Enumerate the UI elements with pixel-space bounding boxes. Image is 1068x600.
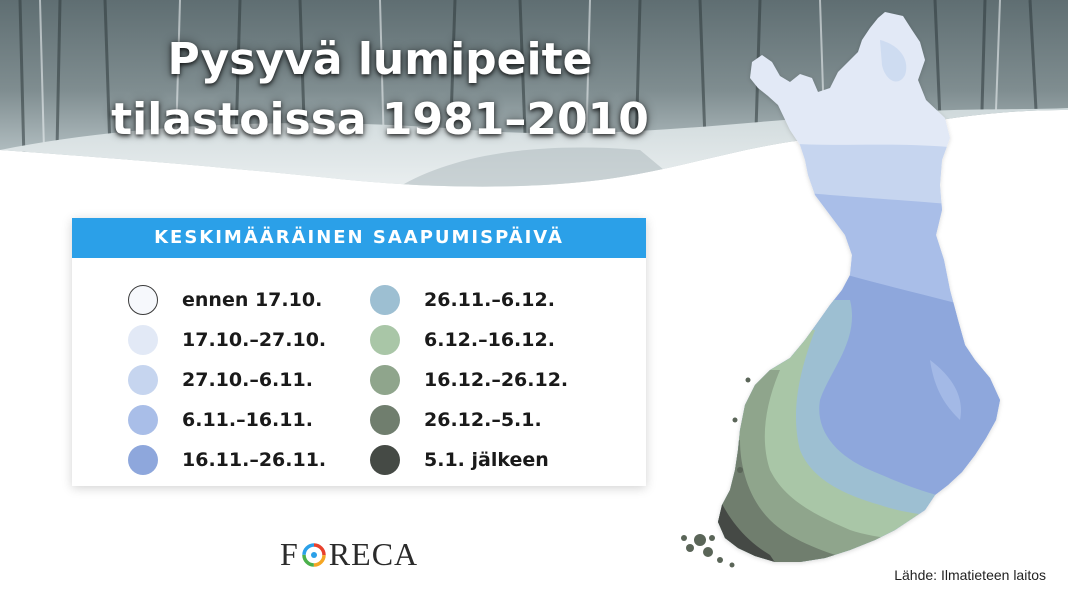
legend-label: 16.12.–26.12. — [424, 369, 569, 391]
legend-column-left: ennen 17.10. 17.10.–27.10. 27.10.–6.11. … — [128, 280, 326, 480]
finland-snow-cover-map — [681, 12, 1000, 568]
legend-item: 26.12.–5.1. — [370, 400, 568, 440]
legend-label: 26.12.–5.1. — [424, 409, 542, 431]
legend-item: 16.11.–26.11. — [128, 440, 326, 480]
legend-item: 27.10.–6.11. — [128, 360, 326, 400]
legend-item: 17.10.–27.10. — [128, 320, 326, 360]
legend-item: 5.1. jälkeen — [370, 440, 568, 480]
legend-swatch — [128, 365, 158, 395]
legend-swatch — [128, 445, 158, 475]
legend-swatch — [370, 325, 400, 355]
legend-swatch — [370, 285, 400, 315]
legend-item: 6.12.–16.12. — [370, 320, 568, 360]
legend-swatch — [128, 325, 158, 355]
logo-text-start: F — [280, 536, 299, 572]
legend-swatch — [370, 365, 400, 395]
logo-text-end: RECA — [328, 536, 419, 572]
legend-label: 5.1. jälkeen — [424, 449, 549, 471]
legend-item: 26.11.–6.12. — [370, 280, 568, 320]
legend-panel: KESKIMÄÄRÄINEN SAAPUMISPÄIVÄ ennen 17.10… — [72, 218, 646, 486]
legend-header: KESKIMÄÄRÄINEN SAAPUMISPÄIVÄ — [72, 218, 646, 258]
logo-ring-icon — [302, 542, 326, 567]
legend-label: 26.11.–6.12. — [424, 289, 555, 311]
legend-item: ennen 17.10. — [128, 280, 326, 320]
page-title: Pysyvä lumipeite tilastoissa 1981–2010 — [70, 30, 690, 150]
legend-label: 6.12.–16.12. — [424, 329, 555, 351]
foreca-logo: F RECA — [280, 536, 418, 573]
source-credit: Lähde: Ilmatieteen laitos — [894, 567, 1046, 583]
legend-label: 17.10.–27.10. — [182, 329, 327, 351]
archipelago-islands — [681, 377, 751, 568]
title-line-1: Pysyvä lumipeite — [167, 34, 593, 85]
legend-column-right: 26.11.–6.12. 6.12.–16.12. 16.12.–26.12. … — [370, 280, 568, 480]
legend-label: 6.11.–16.11. — [182, 409, 313, 431]
legend-swatch — [128, 285, 158, 315]
legend-label: 16.11.–26.11. — [182, 449, 327, 471]
legend-item: 16.12.–26.12. — [370, 360, 568, 400]
legend-item: 6.11.–16.11. — [128, 400, 326, 440]
legend-swatch — [128, 405, 158, 435]
title-line-2: tilastoissa 1981–2010 — [111, 94, 649, 145]
legend-label: 27.10.–6.11. — [182, 369, 313, 391]
legend-swatch — [370, 405, 400, 435]
legend-swatch — [370, 445, 400, 475]
legend-label: ennen 17.10. — [182, 289, 323, 311]
